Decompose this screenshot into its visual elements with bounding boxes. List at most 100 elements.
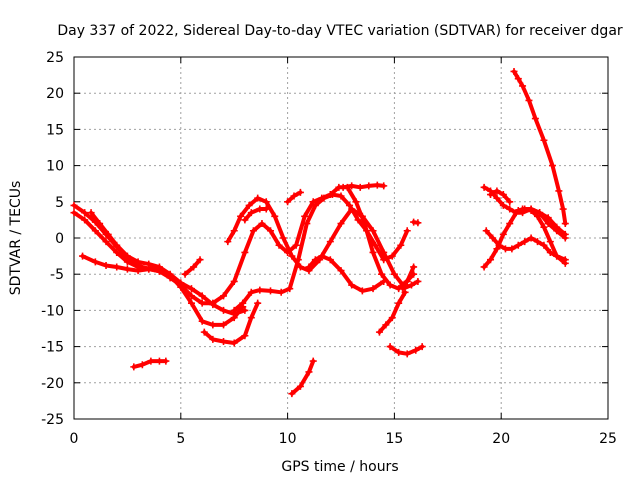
series-track-13 <box>339 181 388 191</box>
data-point <box>241 332 249 340</box>
data-point <box>369 248 377 256</box>
data-point <box>320 194 328 202</box>
data-point <box>553 252 561 260</box>
data-point <box>230 277 238 285</box>
data-point <box>256 286 264 294</box>
data-point <box>162 357 170 365</box>
data-point <box>81 216 89 224</box>
data-point <box>155 267 163 275</box>
y-tick-label: -20 <box>41 376 64 392</box>
data-point <box>187 292 195 300</box>
series-line <box>488 188 512 204</box>
data-point <box>553 223 561 231</box>
data-point <box>521 238 529 246</box>
data-point <box>561 230 569 238</box>
series-track-7 <box>224 194 418 289</box>
data-point <box>190 263 198 271</box>
data-point <box>284 198 292 206</box>
data-point <box>292 241 300 249</box>
data-point <box>70 209 78 217</box>
data-point <box>220 338 228 346</box>
data-point <box>388 314 396 322</box>
data-point <box>358 212 366 220</box>
data-point <box>348 182 356 190</box>
data-point <box>337 192 345 200</box>
data-point <box>403 227 411 235</box>
data-point <box>373 181 381 189</box>
data-point <box>531 115 539 123</box>
data-point <box>540 223 548 231</box>
data-point <box>487 256 495 264</box>
x-tick-labels: 0 5 10 15 20 25 <box>70 431 617 447</box>
data-point <box>305 263 313 271</box>
data-point <box>254 299 262 307</box>
x-tick-label: 20 <box>492 431 510 447</box>
data-point <box>508 245 516 253</box>
data-point <box>395 299 403 307</box>
data-point <box>187 299 195 307</box>
x-tick-label: 0 <box>70 431 79 447</box>
data-point <box>489 234 497 242</box>
data-point <box>395 348 403 356</box>
y-axis-label: SDTVAR / TECUs <box>8 181 24 296</box>
data-point <box>326 238 334 246</box>
x-axis-label: GPS time / hours <box>281 459 398 475</box>
data-point <box>414 277 422 285</box>
data-point <box>561 256 569 264</box>
data-point <box>527 205 535 213</box>
data-point <box>288 252 296 260</box>
series-line <box>89 210 247 316</box>
data-point <box>534 238 542 246</box>
data-point <box>279 234 287 242</box>
y-tick-label: 5 <box>55 195 64 211</box>
data-point <box>230 227 238 235</box>
data-point <box>277 288 285 296</box>
data-point <box>247 209 255 217</box>
data-point <box>241 216 249 224</box>
data-point <box>326 256 334 264</box>
data-point <box>271 212 279 220</box>
data-point <box>209 335 217 343</box>
data-point <box>555 187 563 195</box>
series-track-21 <box>482 227 569 264</box>
data-point <box>510 67 518 75</box>
series-track-18 <box>130 357 170 371</box>
data-point <box>288 390 296 398</box>
data-point <box>499 191 507 199</box>
y-tick-label: -25 <box>41 412 64 428</box>
data-point <box>254 194 262 202</box>
data-point <box>147 357 155 365</box>
data-point <box>369 227 377 235</box>
data-point <box>220 292 228 300</box>
data-point <box>303 220 311 228</box>
series-track-10 <box>284 188 304 206</box>
data-point <box>220 321 228 329</box>
data-point <box>87 209 95 217</box>
y-tick-label: 25 <box>46 50 64 66</box>
data-point <box>536 209 544 217</box>
data-point <box>414 219 422 227</box>
data-point <box>138 361 146 369</box>
data-point <box>230 339 238 347</box>
data-point <box>239 299 247 307</box>
data-point <box>241 306 249 314</box>
data-point <box>410 263 418 271</box>
series-track-14 <box>375 288 409 336</box>
data-point <box>104 230 112 238</box>
data-point <box>123 265 131 273</box>
series-track-22 <box>487 187 514 206</box>
data-point <box>177 279 185 287</box>
data-point <box>499 201 507 209</box>
y-tick-label: -10 <box>41 303 64 319</box>
data-point <box>220 306 228 314</box>
data-point <box>480 263 488 271</box>
data-point <box>544 214 552 222</box>
data-point <box>309 198 317 206</box>
data-point <box>540 241 548 249</box>
data-point <box>123 252 131 260</box>
data-point <box>247 314 255 322</box>
data-point <box>91 227 99 235</box>
data-point <box>209 321 217 329</box>
data-point <box>540 136 548 144</box>
